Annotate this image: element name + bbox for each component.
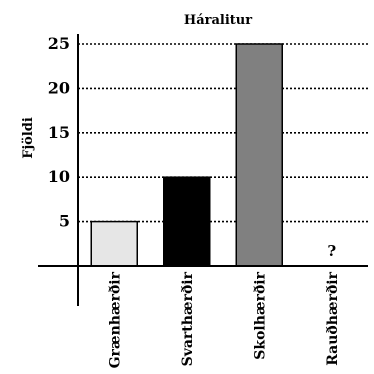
x-tick-label: Svarthærðir (180, 271, 196, 366)
y-tick-label: 20 (48, 78, 70, 97)
y-tick-label: 5 (59, 212, 70, 231)
bar (235, 43, 283, 267)
bars (90, 43, 283, 267)
y-tick-label: 10 (48, 167, 70, 186)
bar (90, 220, 138, 267)
x-tick-label: Skolhærðir (252, 271, 268, 359)
x-tick-labels: Grænhærðir Svarthærðir Skolhærðir Rauðhærði… (107, 271, 341, 368)
x-tick-label: Rauðhærðir (325, 271, 341, 365)
gridlines (78, 43, 368, 223)
value-annotations: ? (327, 242, 336, 260)
value-annotation: ? (327, 242, 336, 260)
chart-title: Háralitur (184, 13, 252, 28)
y-axis-label: Fjöldi (21, 117, 36, 159)
x-tick-label: Grænhærðir (107, 271, 123, 368)
y-tick-label: 15 (48, 123, 70, 142)
bar (163, 176, 211, 267)
y-tick-label: 25 (48, 34, 70, 53)
y-tick-labels: 5 10 15 20 25 (48, 34, 70, 231)
